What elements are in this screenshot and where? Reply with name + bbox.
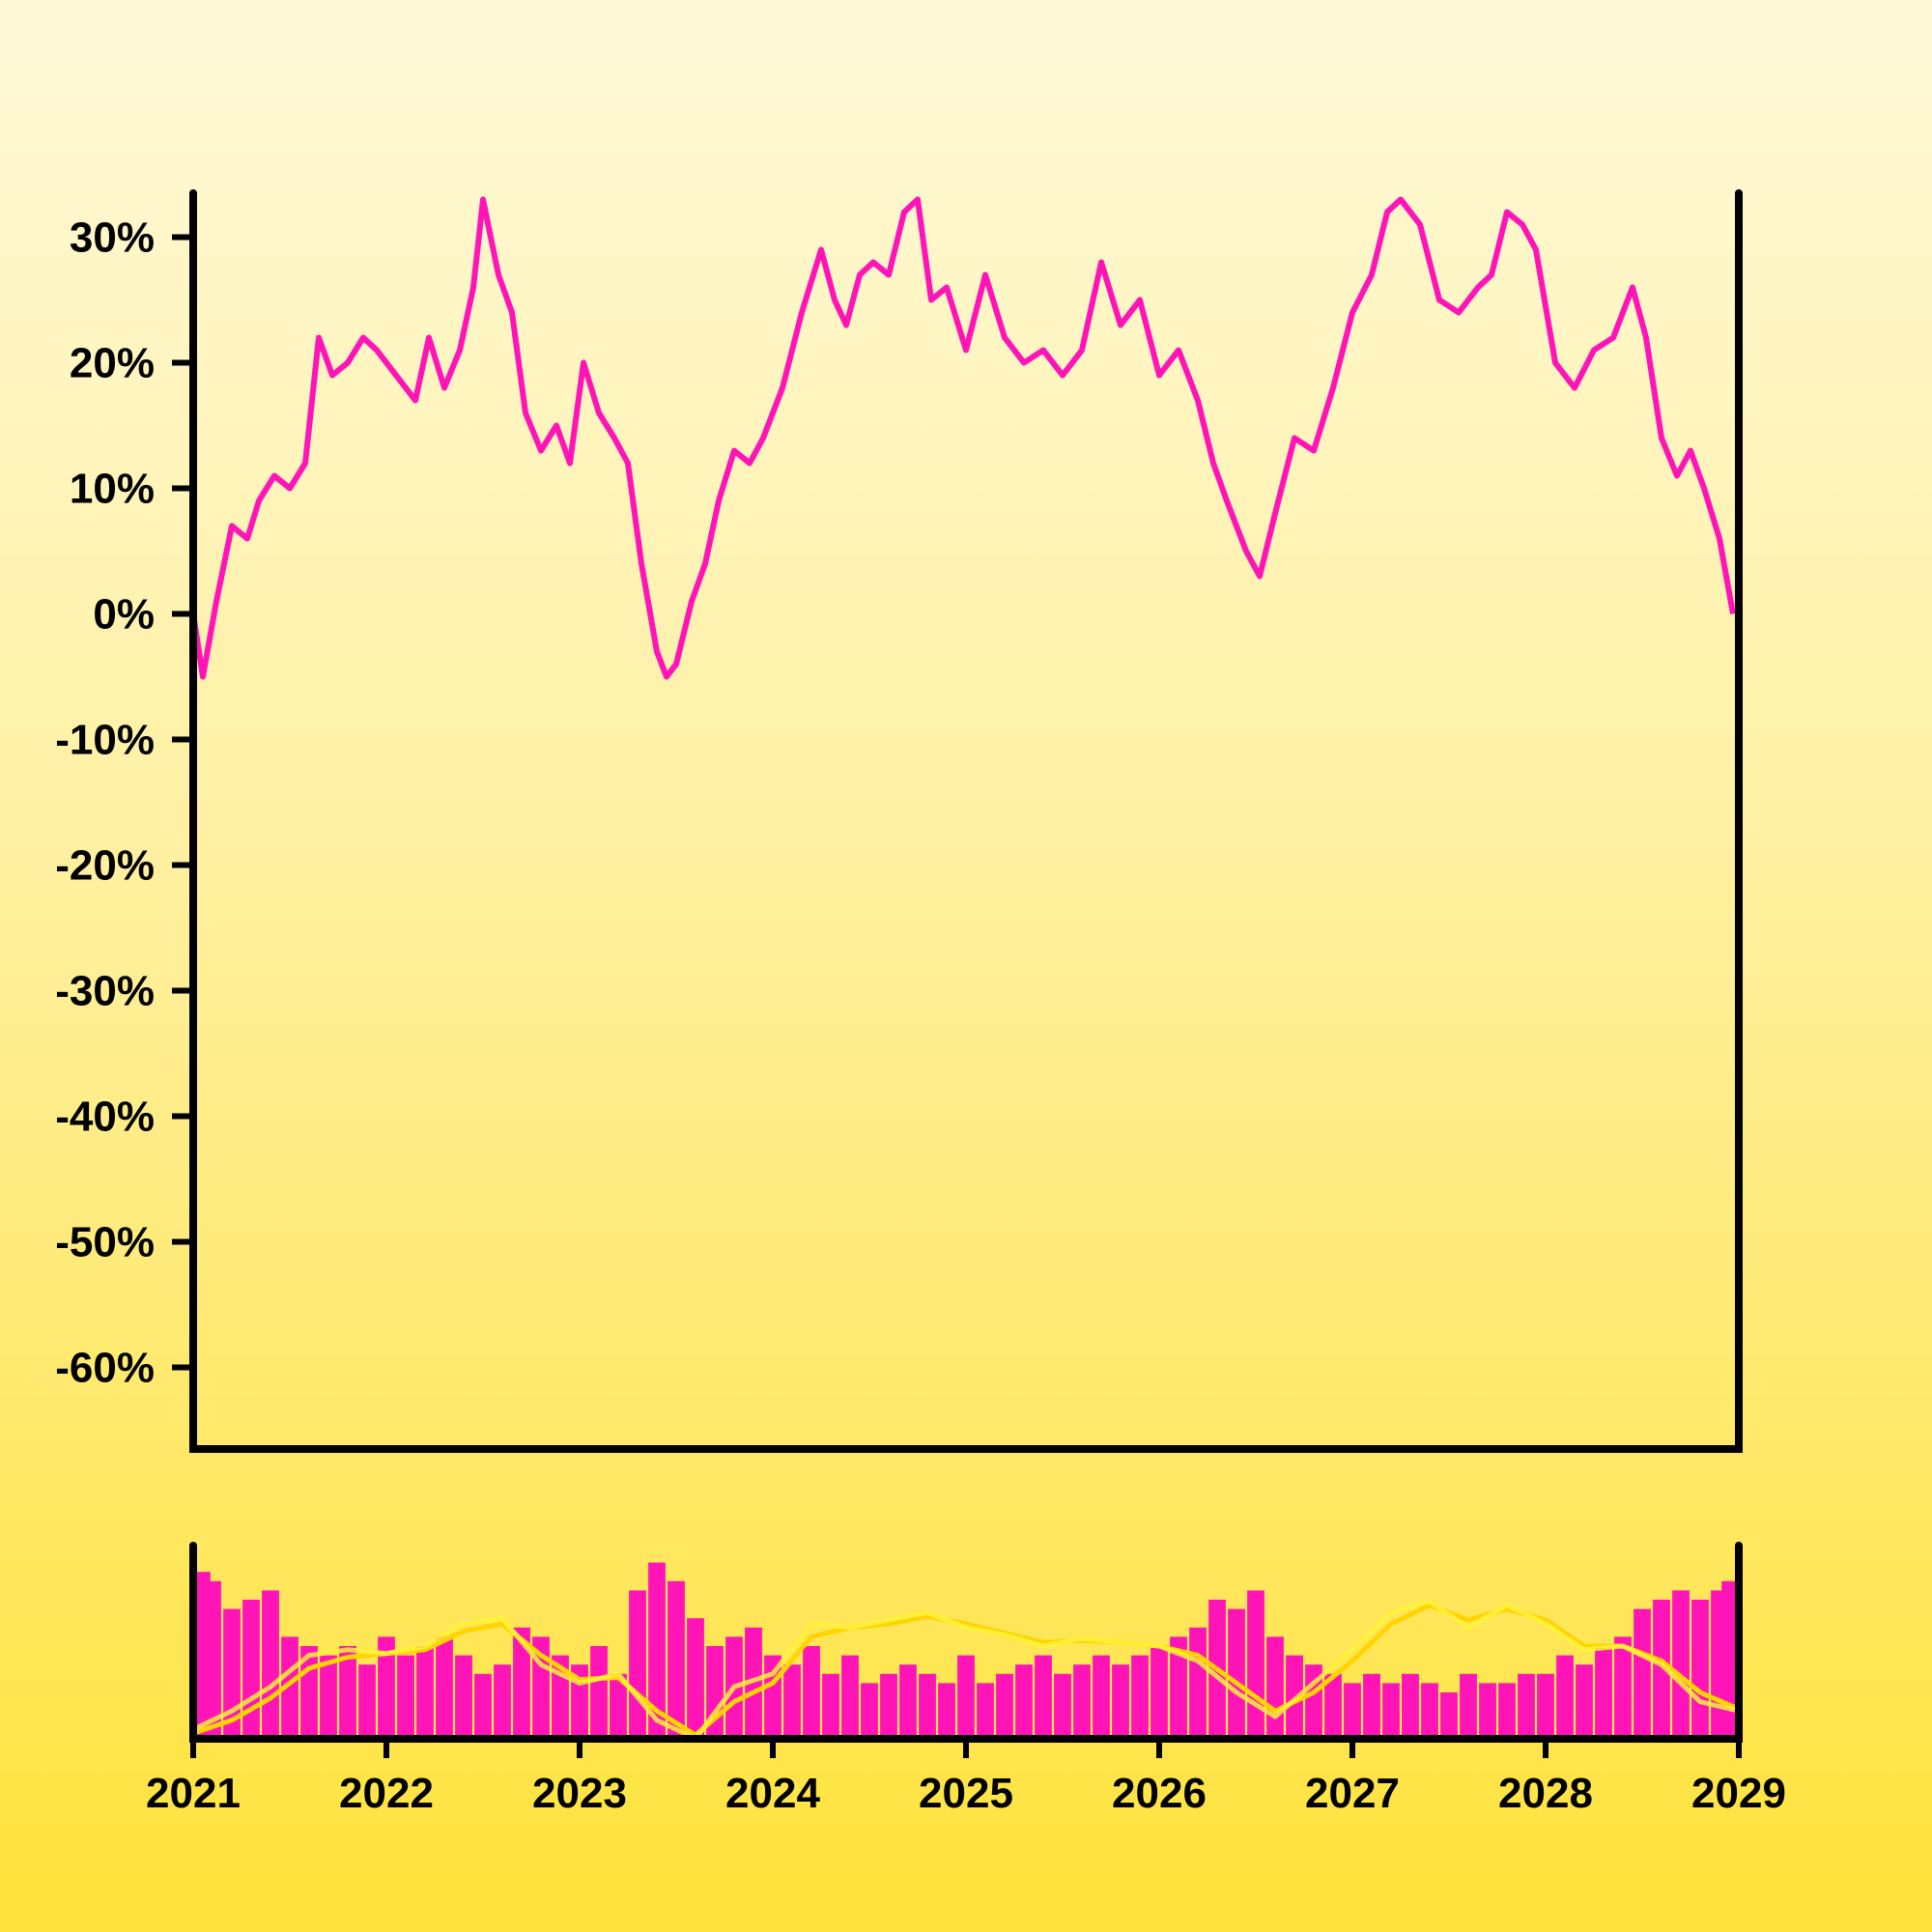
volume-panel: 2021 2022 2023 2024 2025 2026 2027 2028 2029 xyxy=(146,1542,1786,1817)
volume-bar xyxy=(590,1646,608,1739)
volume-bar xyxy=(783,1664,801,1739)
volume-bar xyxy=(1421,1683,1438,1739)
volume-bar xyxy=(1324,1673,1342,1739)
series-line-ma-fast xyxy=(191,1599,1740,1742)
volume-bar xyxy=(1691,1600,1709,1739)
volume-bar xyxy=(1170,1636,1187,1739)
main-axis-frame xyxy=(189,189,1743,1453)
volume-bar xyxy=(1305,1664,1322,1739)
volume-bar xyxy=(1073,1664,1091,1739)
x-tick-label: 2025 xyxy=(919,1770,1013,1817)
y-tick-label: -40% xyxy=(55,1094,155,1141)
volume-bar xyxy=(1054,1673,1071,1739)
volume-bar xyxy=(610,1673,627,1739)
volume-bar xyxy=(1721,1580,1739,1739)
main-panel: 30% 20% 10% 0% -10% -20% -30% -40% -50% -60% xyxy=(55,189,1743,1453)
volume-bar xyxy=(822,1673,839,1739)
volume-bar xyxy=(1189,1627,1207,1739)
volume-bar xyxy=(397,1655,414,1739)
volume-bar xyxy=(1266,1636,1284,1739)
volume-bar xyxy=(899,1664,917,1739)
y-tick-label: 30% xyxy=(70,214,155,262)
volume-bar xyxy=(1247,1590,1264,1739)
x-tick-label: 2024 xyxy=(725,1770,820,1817)
volume-bar xyxy=(1112,1664,1129,1739)
volume-bar xyxy=(513,1627,530,1739)
y-tick-label: -20% xyxy=(55,842,155,890)
volume-bar xyxy=(262,1590,279,1739)
volume-bar xyxy=(1363,1673,1380,1739)
y-tick-label: -30% xyxy=(55,968,155,1015)
y-tick-label: 10% xyxy=(70,466,155,513)
volume-bar xyxy=(861,1683,878,1739)
volume-bar xyxy=(1035,1655,1052,1739)
x-tick-label: 2029 xyxy=(1691,1770,1786,1817)
series-line-ma-slow xyxy=(192,1603,1740,1738)
volume-bar xyxy=(474,1673,492,1739)
volume-bar xyxy=(1498,1683,1516,1739)
volume-bar xyxy=(1556,1655,1574,1739)
volume-bar xyxy=(378,1636,395,1739)
volume-bar xyxy=(648,1562,666,1739)
volume-bar xyxy=(938,1683,955,1739)
volume-bar xyxy=(1537,1673,1554,1739)
volume-bar xyxy=(1479,1683,1496,1739)
volume-bar xyxy=(1228,1608,1245,1739)
volume-bar xyxy=(1653,1600,1670,1739)
volume-bar xyxy=(455,1655,472,1739)
volume-bar xyxy=(320,1655,337,1739)
volume-bar xyxy=(977,1683,994,1739)
volume-bar xyxy=(919,1673,936,1739)
volume-bar xyxy=(1402,1673,1419,1739)
volume-bar xyxy=(957,1655,975,1739)
y-axis-ticks: 30% 20% 10% 0% -10% -20% -30% -40% -50% -60% xyxy=(55,214,193,1392)
volume-bar xyxy=(880,1673,897,1739)
volume-bar xyxy=(494,1664,511,1739)
volume-bar xyxy=(1440,1692,1458,1739)
volume-bar xyxy=(416,1646,434,1739)
x-axis-ticks: 2021 2022 2023 2024 2025 2026 2027 2028 2029 xyxy=(146,1739,1786,1817)
volume-bar xyxy=(1576,1664,1593,1739)
volume-bar xyxy=(339,1646,356,1739)
volume-bar xyxy=(242,1600,260,1739)
y-tick-label: 0% xyxy=(93,591,155,639)
x-tick-label: 2027 xyxy=(1305,1770,1400,1817)
volume-bar xyxy=(1131,1655,1149,1739)
x-tick-label: 2028 xyxy=(1498,1770,1593,1817)
y-tick-label: -60% xyxy=(55,1345,155,1392)
volume-bar xyxy=(996,1673,1013,1739)
volume-bar xyxy=(204,1580,221,1739)
volume-bar xyxy=(745,1627,762,1739)
volume-bar xyxy=(1672,1590,1690,1739)
volume-bar xyxy=(281,1636,298,1739)
volume-bar xyxy=(629,1590,646,1739)
series-line-price xyxy=(190,196,1736,680)
volume-bar xyxy=(358,1664,376,1739)
volume-bar xyxy=(1595,1646,1612,1739)
volume-bar xyxy=(1344,1683,1361,1739)
y-tick-label: -10% xyxy=(55,717,155,764)
volume-bar xyxy=(1382,1683,1400,1739)
volume-bar xyxy=(1093,1655,1110,1739)
volume-bar xyxy=(687,1618,704,1739)
volume-bar xyxy=(1015,1664,1033,1739)
volume-bar xyxy=(1518,1673,1535,1739)
y-tick-label: 20% xyxy=(70,340,155,387)
y-tick-label: -50% xyxy=(55,1219,155,1266)
x-tick-label: 2026 xyxy=(1112,1770,1207,1817)
volume-bar xyxy=(803,1646,820,1739)
volume-bar xyxy=(1634,1608,1651,1739)
volume-bar xyxy=(841,1655,859,1739)
x-tick-label: 2022 xyxy=(339,1770,434,1817)
x-tick-label: 2021 xyxy=(146,1770,241,1817)
volume-bar xyxy=(668,1580,685,1739)
volume-bar xyxy=(1151,1646,1168,1739)
volume-bar xyxy=(436,1636,453,1739)
volume-bar xyxy=(1614,1636,1632,1739)
x-tick-label: 2023 xyxy=(532,1770,627,1817)
volume-bar xyxy=(1460,1673,1477,1739)
